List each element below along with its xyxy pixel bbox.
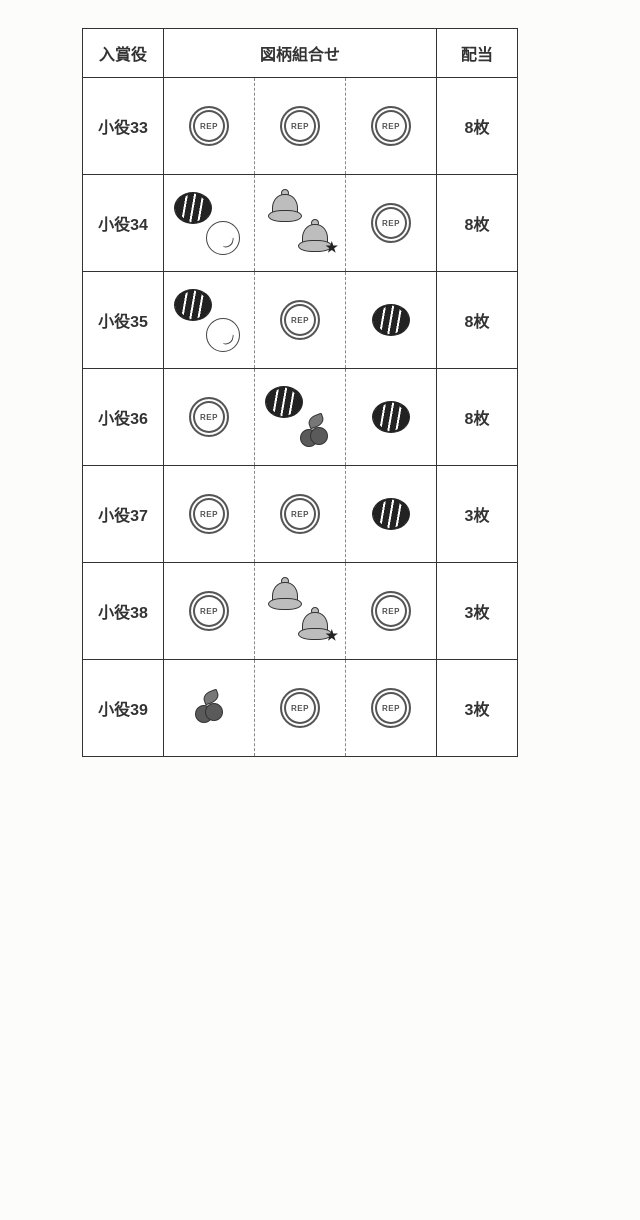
role-cell: 小役35 <box>83 272 164 369</box>
ball-icon <box>206 318 240 352</box>
rep-icon: REP <box>371 591 411 631</box>
rep-icon: REP <box>280 494 320 534</box>
reel-cell <box>346 466 437 563</box>
table-row: 小役34 ★ REP 8枚 <box>83 175 518 272</box>
payout-table: 入賞役 図柄組合せ 配当 小役33REPREPREP8枚小役34★REP8枚小役… <box>82 28 518 757</box>
cherry-icon <box>193 693 225 723</box>
rep-icon: REP <box>280 106 320 146</box>
payout-cell: 8枚 <box>437 369 518 466</box>
role-cell: 小役36 <box>83 369 164 466</box>
melon-icon <box>174 192 212 224</box>
payout-cell: 3枚 <box>437 466 518 563</box>
reel-cell: REP <box>255 78 346 175</box>
reel-cell <box>164 660 255 757</box>
reel-cell: REP <box>164 563 255 660</box>
rep-icon: REP <box>189 106 229 146</box>
role-cell: 小役34 <box>83 175 164 272</box>
reel-cell: REP <box>346 563 437 660</box>
melon-icon <box>174 289 212 321</box>
melon-icon <box>372 401 410 433</box>
rep-icon: REP <box>371 688 411 728</box>
role-cell: 小役39 <box>83 660 164 757</box>
role-cell: 小役38 <box>83 563 164 660</box>
rep-icon: REP <box>189 494 229 534</box>
ball-icon <box>206 221 240 255</box>
rep-icon: REP <box>189 591 229 631</box>
role-cell: 小役33 <box>83 78 164 175</box>
reel-cell <box>255 369 346 466</box>
role-cell: 小役37 <box>83 466 164 563</box>
reel-cell: REP <box>346 175 437 272</box>
melon-icon <box>372 498 410 530</box>
melon-icon <box>372 304 410 336</box>
reel-cell: ★ <box>255 563 346 660</box>
header-payout: 配当 <box>437 29 518 78</box>
payout-cell: 8枚 <box>437 272 518 369</box>
header-combo: 図柄組合せ <box>164 29 437 78</box>
reel-cell: REP <box>346 78 437 175</box>
bell-star-icon: ★ <box>298 612 330 640</box>
reel-cell: REP <box>255 660 346 757</box>
cherry-icon <box>298 417 330 447</box>
bell-icon <box>268 582 300 610</box>
rep-icon: REP <box>189 397 229 437</box>
table-row: 小役37 REP REP 3枚 <box>83 466 518 563</box>
reel-cell: ★ <box>255 175 346 272</box>
reel-cell: REP <box>255 466 346 563</box>
reel-cell <box>164 175 255 272</box>
table-row: 小役33 REP REP REP 8枚 <box>83 78 518 175</box>
table-row: 小役35 REP 8枚 <box>83 272 518 369</box>
reel-cell <box>346 369 437 466</box>
bell-icon <box>268 194 300 222</box>
table-row: 小役38 REP ★ REP 3枚 <box>83 563 518 660</box>
reel-cell: REP <box>346 660 437 757</box>
reel-cell: REP <box>164 369 255 466</box>
reel-cell: REP <box>164 78 255 175</box>
rep-icon: REP <box>371 106 411 146</box>
table-row: 小役39 REP REP 3枚 <box>83 660 518 757</box>
payout-cell: 3枚 <box>437 563 518 660</box>
rep-icon: REP <box>371 203 411 243</box>
payout-cell: 8枚 <box>437 78 518 175</box>
table-row: 小役36 REP 8枚 <box>83 369 518 466</box>
payout-cell: 8枚 <box>437 175 518 272</box>
melon-icon <box>265 386 303 418</box>
reel-cell <box>164 272 255 369</box>
reel-cell <box>346 272 437 369</box>
header-role: 入賞役 <box>83 29 164 78</box>
reel-cell: REP <box>255 272 346 369</box>
bell-star-icon: ★ <box>298 224 330 252</box>
rep-icon: REP <box>280 300 320 340</box>
rep-icon: REP <box>280 688 320 728</box>
payout-cell: 3枚 <box>437 660 518 757</box>
reel-cell: REP <box>164 466 255 563</box>
